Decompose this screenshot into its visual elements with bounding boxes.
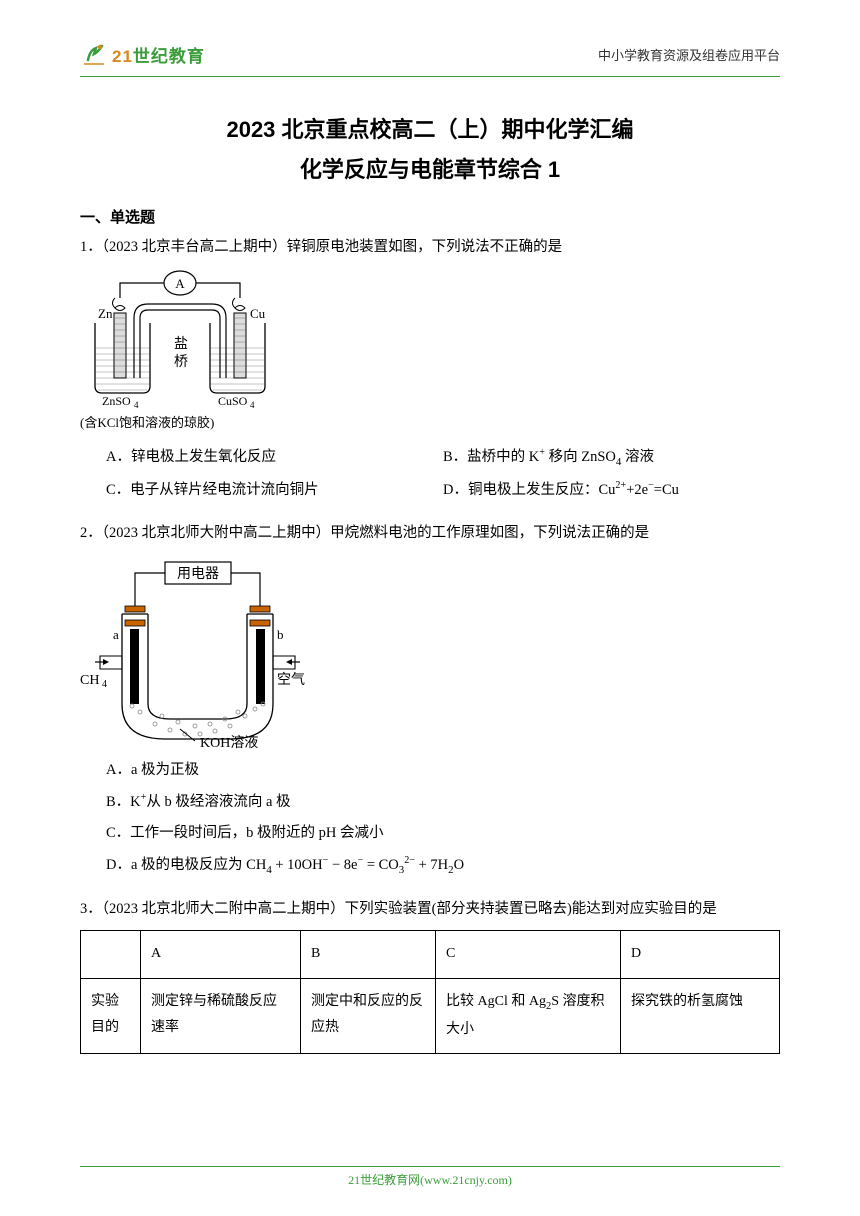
footer-divider [80, 1166, 780, 1167]
svg-text:4: 4 [134, 400, 139, 408]
page-footer: 21世纪教育网(www.21cnjy.com) [0, 1166, 860, 1188]
table-cell: 测定锌与稀硫酸反应速率 [141, 978, 301, 1053]
page-title: 2023 北京重点校高二（上）期中化学汇编 [80, 112, 780, 144]
q2-opt-c: C．工作一段时间后，b 极附近的 pH 会减小 [106, 818, 780, 850]
section-header: 一、单选题 [80, 206, 780, 227]
table-cell: B [301, 931, 436, 979]
table-cell [81, 931, 141, 979]
q1-diagram: A [80, 268, 780, 436]
q2-options: A．a 极为正极 B．K+从 b 极经溶液流向 a 极 C．工作一段时间后，b … [106, 755, 780, 883]
table-cell: D [621, 931, 780, 979]
q2-opt-a: A．a 极为正极 [106, 755, 780, 787]
svg-text:CH: CH [80, 673, 99, 688]
q1-opt-d: D．铜电极上发生反应：Cu2++2e−=Cu [443, 475, 780, 507]
q1-opt-c: C．电子从锌片经电流计流向铜片 [106, 475, 443, 507]
svg-text:用电器: 用电器 [177, 566, 219, 582]
svg-text:Cu: Cu [250, 306, 266, 321]
logo-21: 21 [112, 47, 133, 66]
logo-text: 21世纪教育 [112, 42, 205, 67]
q1-opt-a: A．锌电极上发生氧化反应 [106, 442, 443, 475]
question-2: 2．（2023 北京北师大附中高二上期中）甲烷燃料电池的工作原理如图，下列说法正… [80, 519, 780, 883]
logo: 21世纪教育 [80, 40, 205, 68]
q1-opt-b: B．盐桥中的 K+ 移向 ZnSO4 溶液 [443, 442, 780, 475]
q2-opt-d: D．a 极的电极反应为 CH4 + 10OH− − 8e− = CO32− + … [106, 850, 780, 883]
svg-text:4: 4 [250, 400, 255, 408]
svg-text:A: A [175, 276, 185, 291]
q3-table: A B C D 实验目的 测定锌与稀硫酸反应速率 测定中和反应的反应热 比较 A… [80, 930, 780, 1054]
q1-text: 1．（2023 北京丰台高二上期中）锌铜原电池装置如图，下列说法不正确的是 [80, 233, 780, 262]
table-cell: C [436, 931, 621, 979]
q2-opt-b: B．K+从 b 极经溶液流向 a 极 [106, 787, 780, 819]
table-row: A B C D [81, 931, 780, 979]
q1-caption: (含KCl饱和溶液的琼胶) [80, 410, 780, 436]
svg-text:空气: 空气 [277, 672, 305, 688]
q2-text: 2．（2023 北京北师大附中高二上期中）甲烷燃料电池的工作原理如图，下列说法正… [80, 519, 780, 548]
question-1: 1．（2023 北京丰台高二上期中）锌铜原电池装置如图，下列说法不正确的是 A [80, 233, 780, 507]
table-cell: A [141, 931, 301, 979]
page-header: 21世纪教育 中小学教育资源及组卷应用平台 [80, 40, 780, 68]
svg-text:ZnSO: ZnSO [102, 394, 131, 408]
question-3: 3．（2023 北京北师大二附中高二上期中）下列实验装置(部分夹持装置已略去)能… [80, 895, 780, 1054]
logo-icon [80, 40, 108, 68]
svg-text:b: b [277, 627, 284, 642]
svg-text:桥: 桥 [174, 354, 188, 370]
header-right-text: 中小学教育资源及组卷应用平台 [598, 45, 780, 64]
svg-text:4: 4 [102, 679, 107, 690]
q3-text: 3．（2023 北京北师大二附中高二上期中）下列实验装置(部分夹持装置已略去)能… [80, 895, 780, 924]
table-cell: 测定中和反应的反应热 [301, 978, 436, 1053]
table-row: 实验目的 测定锌与稀硫酸反应速率 测定中和反应的反应热 比较 AgCl 和 Ag… [81, 978, 780, 1053]
table-cell: 探究铁的析氢腐蚀 [621, 978, 780, 1053]
svg-text:Zn: Zn [98, 306, 113, 321]
svg-text:盐: 盐 [174, 336, 188, 352]
q2-diagram: 用电器 [80, 554, 780, 749]
svg-text:a: a [113, 627, 119, 642]
logo-cn: 世纪教育 [133, 47, 205, 66]
svg-text:CuSO: CuSO [218, 394, 248, 408]
header-divider [80, 76, 780, 77]
page-subtitle: 化学反应与电能章节综合 1 [80, 152, 780, 184]
svg-text:KOH溶液: KOH溶液 [200, 735, 258, 749]
q1-options: A．锌电极上发生氧化反应 B．盐桥中的 K+ 移向 ZnSO4 溶液 C．电子从… [106, 442, 780, 507]
table-cell: 比较 AgCl 和 Ag2S 溶度积大小 [436, 978, 621, 1053]
table-cell: 实验目的 [81, 978, 141, 1053]
footer-text: 21世纪教育网(www.21cnjy.com) [348, 1173, 512, 1187]
